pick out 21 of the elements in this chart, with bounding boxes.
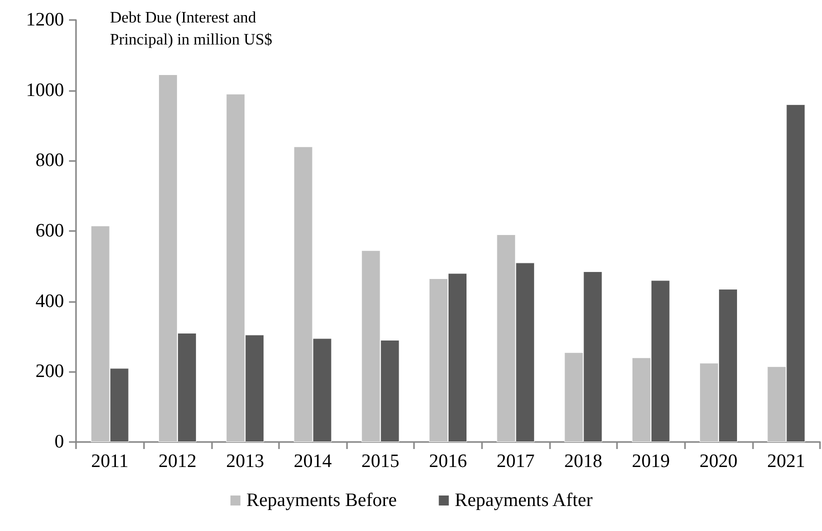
y-tick-label: 600: [36, 220, 64, 242]
x-tick-label: 2013: [226, 451, 264, 472]
legend-label: Repayments Before: [246, 490, 397, 511]
x-tick-label: 2017: [496, 451, 535, 472]
y-tick-label: 0: [54, 432, 64, 452]
x-tick-label: 2020: [700, 451, 738, 472]
x-tick-label: 2014: [294, 451, 332, 472]
y-tick-label: 800: [36, 150, 64, 172]
x-tick-label: 2011: [91, 451, 128, 472]
x-tick-label: 2021: [767, 451, 806, 472]
y-axis-title: Debt Due (Interest and Principal) in million US$: [110, 10, 272, 48]
x-tick-label: 2015: [361, 451, 400, 472]
y-tick-label: 1000: [26, 80, 64, 101]
x-tick-label: 2012: [158, 451, 196, 472]
legend-label: Repayments After: [454, 490, 594, 511]
y-tick-label: 1200: [26, 10, 64, 30]
x-tick-label: 2019: [632, 451, 670, 472]
y-tick-label: 200: [36, 361, 64, 382]
x-tick-label: 2016: [429, 451, 467, 472]
y-tick-label: 400: [36, 290, 64, 312]
x-tick-label: 2018: [564, 451, 602, 472]
